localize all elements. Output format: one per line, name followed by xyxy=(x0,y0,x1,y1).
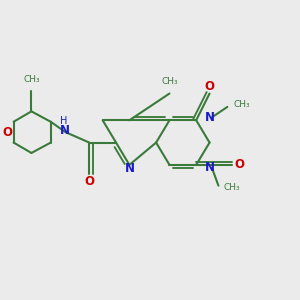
Text: CH₃: CH₃ xyxy=(23,75,40,84)
Text: CH₃: CH₃ xyxy=(233,100,250,109)
Text: N: N xyxy=(205,161,214,174)
Text: N: N xyxy=(205,111,214,124)
Text: O: O xyxy=(205,80,214,93)
Text: N: N xyxy=(60,124,70,137)
Text: O: O xyxy=(3,126,13,139)
Text: N: N xyxy=(124,162,134,175)
Text: CH₃: CH₃ xyxy=(224,183,240,192)
Text: O: O xyxy=(84,175,94,188)
Text: O: O xyxy=(234,158,244,171)
Text: CH₃: CH₃ xyxy=(161,77,178,86)
Text: H: H xyxy=(59,116,67,126)
